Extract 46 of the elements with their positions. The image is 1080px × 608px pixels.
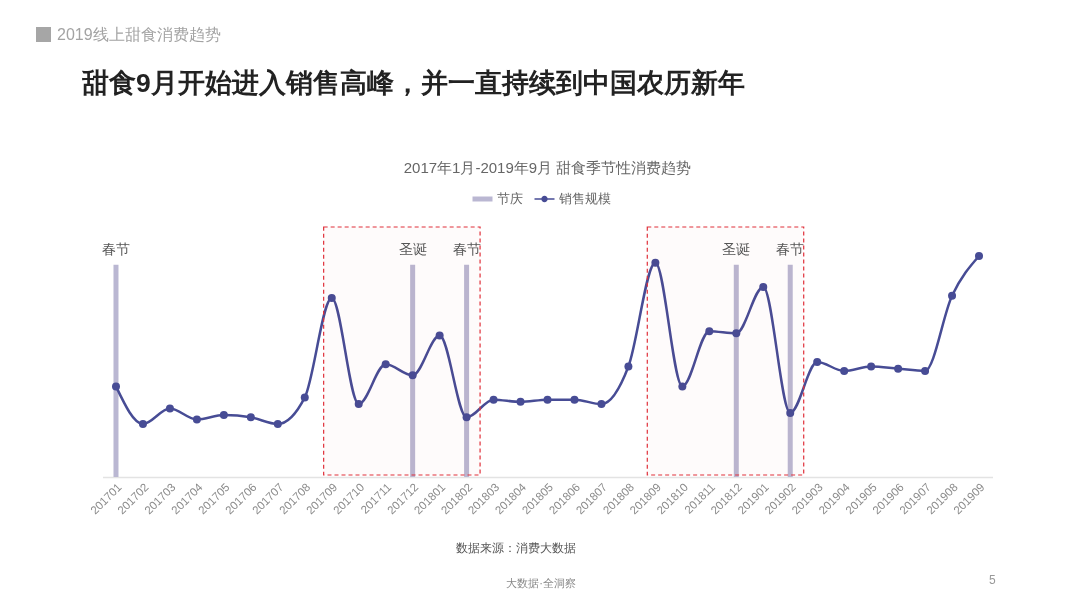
annotation: 圣诞 [398, 240, 427, 257]
point [867, 362, 876, 371]
point [462, 413, 471, 422]
point [219, 411, 228, 420]
point [192, 415, 201, 424]
point [597, 400, 606, 409]
point [678, 382, 687, 391]
text: 2019线上甜食消费趋势 [57, 25, 221, 45]
point [138, 419, 147, 428]
point [273, 419, 282, 428]
point [921, 366, 930, 375]
point [705, 327, 714, 336]
source-note: 数据来源：消费大数据 [456, 540, 576, 556]
point [165, 404, 174, 413]
point [570, 395, 579, 404]
point [381, 360, 390, 369]
point [489, 395, 498, 404]
point [543, 395, 552, 404]
point [516, 397, 525, 406]
annotation: 春节 [776, 240, 805, 257]
annotation: 圣诞 [722, 240, 751, 257]
point [300, 393, 309, 402]
point [111, 382, 120, 391]
point [894, 364, 903, 373]
point [354, 400, 363, 409]
point [408, 371, 417, 380]
point [813, 358, 822, 367]
chart-title: 甜食9月开始进入销售高峰，并一直持续到中国农历新年 [82, 67, 745, 100]
point [840, 366, 849, 375]
legend-label: 节庆 [496, 191, 523, 206]
text: 5 [989, 572, 996, 588]
point [759, 282, 768, 291]
point [327, 294, 336, 302]
point [732, 329, 741, 338]
point [435, 331, 444, 340]
point [624, 362, 633, 371]
point [651, 258, 660, 267]
legend-label: 销售规模 [557, 191, 611, 206]
point [246, 413, 255, 422]
point [786, 408, 795, 417]
text: 大数据·全洞察 [506, 576, 576, 591]
chart-subtitle: 2017年1月-2019年9月 甜食季节性消费趋势 [403, 159, 692, 176]
annotation: 春节 [101, 240, 130, 257]
point [975, 252, 984, 260]
point [948, 291, 957, 300]
annotation: 春节 [452, 240, 481, 257]
